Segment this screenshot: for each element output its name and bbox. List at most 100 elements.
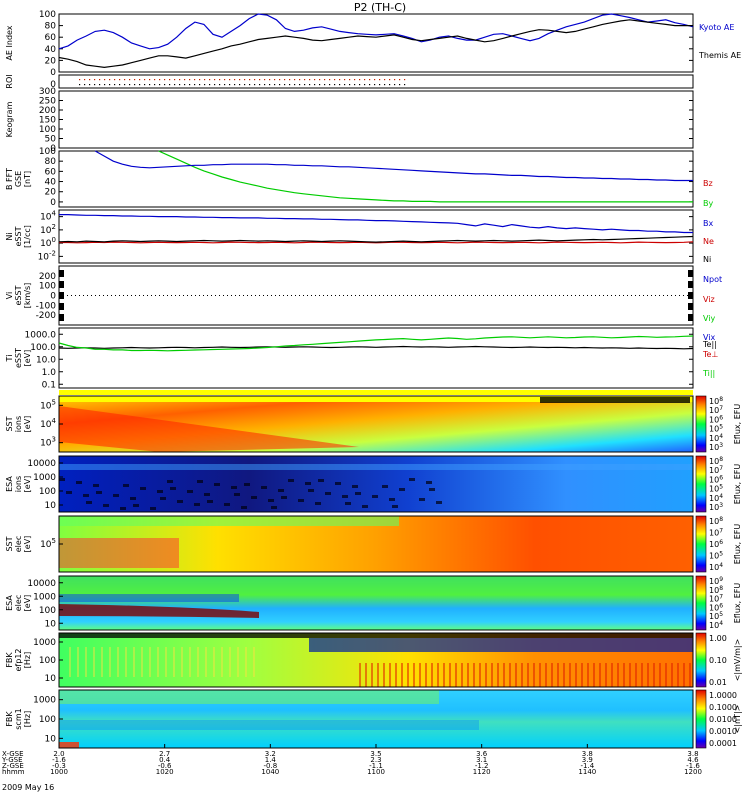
colorbar-tick-label: 105 — [709, 551, 723, 561]
roi-dot — [169, 79, 171, 81]
legend-Ni: Ni — [703, 255, 711, 264]
spectrogram — [59, 576, 693, 630]
roi-dot — [274, 79, 276, 81]
spectrogram-speckle — [197, 480, 203, 483]
colorbar — [695, 515, 707, 573]
roi-dot — [309, 84, 311, 86]
roi-dot — [374, 79, 376, 81]
spectrogram-stripe — [359, 663, 361, 687]
spectrogram-stripe — [683, 663, 685, 687]
spectrogram-speckle — [241, 506, 247, 509]
spectrogram-speckle — [130, 497, 136, 500]
spectrogram-band — [59, 604, 259, 618]
footer-value-t: 1140 — [578, 768, 596, 776]
roi-dot — [89, 79, 91, 81]
legend-Bx: Bx — [703, 219, 713, 228]
edge-marker — [59, 314, 64, 321]
spectrogram-stripe — [383, 663, 385, 687]
spectrogram-speckle — [261, 486, 267, 489]
panel-frame — [58, 150, 694, 208]
spectrogram-speckle — [204, 493, 210, 496]
roi-dot — [369, 79, 371, 81]
spectrogram-stripe — [521, 663, 523, 687]
spectrogram-stripe — [557, 663, 559, 687]
spectrogram-band — [59, 742, 79, 748]
spectrogram-stripe — [533, 663, 535, 687]
roi-dot — [194, 84, 196, 86]
panel-frame — [58, 74, 694, 89]
footer-value-t: 1120 — [473, 768, 491, 776]
colorbar-tick-label: 106 — [709, 602, 723, 612]
y-axis-label: [eV] — [23, 536, 32, 553]
roi-dot — [124, 79, 126, 81]
plot-title: P2 (TH-C) — [354, 1, 406, 14]
roi-dot — [119, 79, 121, 81]
legend-Themis AE: Themis AE — [698, 51, 741, 60]
y-tick-label: 1000.0 — [25, 330, 57, 340]
roi-dot — [114, 84, 116, 86]
y-axis-label: GSE — [14, 171, 23, 187]
roi-dot — [114, 79, 116, 81]
y-tick-label: 100 — [39, 715, 56, 725]
y-tick-label: 40 — [45, 45, 57, 55]
spectrogram-stripe — [431, 663, 433, 687]
y-tick-label: -200 — [36, 311, 57, 321]
colorbar-tick-label: 108 — [709, 516, 723, 526]
roi-dot — [234, 79, 236, 81]
y-tick-label: 103 — [40, 436, 56, 449]
roi-dot — [404, 79, 406, 81]
colorbar-tick-label: 108 — [709, 456, 723, 466]
spectrogram-speckle — [123, 484, 129, 487]
colorbar-tick-label: 104 — [709, 620, 723, 630]
roi-dot — [389, 79, 391, 81]
spectrogram-stripe — [485, 663, 487, 687]
spectrogram-speckle — [96, 491, 102, 494]
y-axis-label: [km/s] — [23, 283, 32, 309]
edge-marker — [59, 292, 64, 299]
spectrogram-speckle — [281, 496, 287, 499]
roi-dot — [104, 79, 106, 81]
roi-dot — [234, 84, 236, 86]
roi-dot — [354, 79, 356, 81]
roi-dot — [79, 79, 81, 81]
y-axis-label: Ti — [5, 355, 14, 363]
spectrogram-band — [59, 690, 439, 704]
colorbar-label: <|mV/m|> — [733, 639, 742, 682]
footer-row-label: hhmm — [2, 768, 25, 776]
roi-dot — [264, 84, 266, 86]
spectrogram-stripe — [377, 663, 379, 687]
spectrogram-speckle — [140, 487, 146, 490]
roi-dot — [224, 84, 226, 86]
y-tick-label: 60 — [45, 33, 57, 43]
spectrogram-stripe — [569, 663, 571, 687]
colorbar — [695, 455, 707, 513]
spectrogram-speckle — [214, 483, 220, 486]
spectrogram-band — [59, 538, 179, 568]
roi-dot — [354, 84, 356, 86]
edge-marker — [688, 281, 693, 288]
spectrogram-stripe — [575, 663, 577, 687]
footer-value-y: 4.6 — [687, 756, 699, 764]
y-tick-label: 10 — [45, 734, 57, 744]
footer-value-y: 3.9 — [582, 756, 593, 764]
roi-dot — [284, 79, 286, 81]
spectrogram-stripe — [253, 647, 255, 677]
y-axis-label: [eV] — [23, 416, 32, 433]
legend-Vix: Vix — [703, 333, 716, 342]
legend-Ne: Ne — [703, 237, 714, 246]
colorbar — [695, 395, 707, 453]
spectrogram-speckle — [305, 482, 311, 485]
colorbar-tick-label: 0.1000 — [709, 703, 737, 712]
spectrogram-speckle — [113, 494, 119, 497]
roi-dot — [159, 79, 161, 81]
roi-dot — [164, 84, 166, 86]
colorbar-tick-label: 104 — [709, 433, 723, 443]
spectrogram-stripe — [229, 647, 231, 677]
y-tick-label: 10-2 — [38, 249, 56, 262]
roi-dot — [144, 84, 146, 86]
spectrogram-stripe — [671, 663, 673, 687]
roi-dot — [99, 84, 101, 86]
y-tick-label: 100 — [39, 656, 56, 666]
